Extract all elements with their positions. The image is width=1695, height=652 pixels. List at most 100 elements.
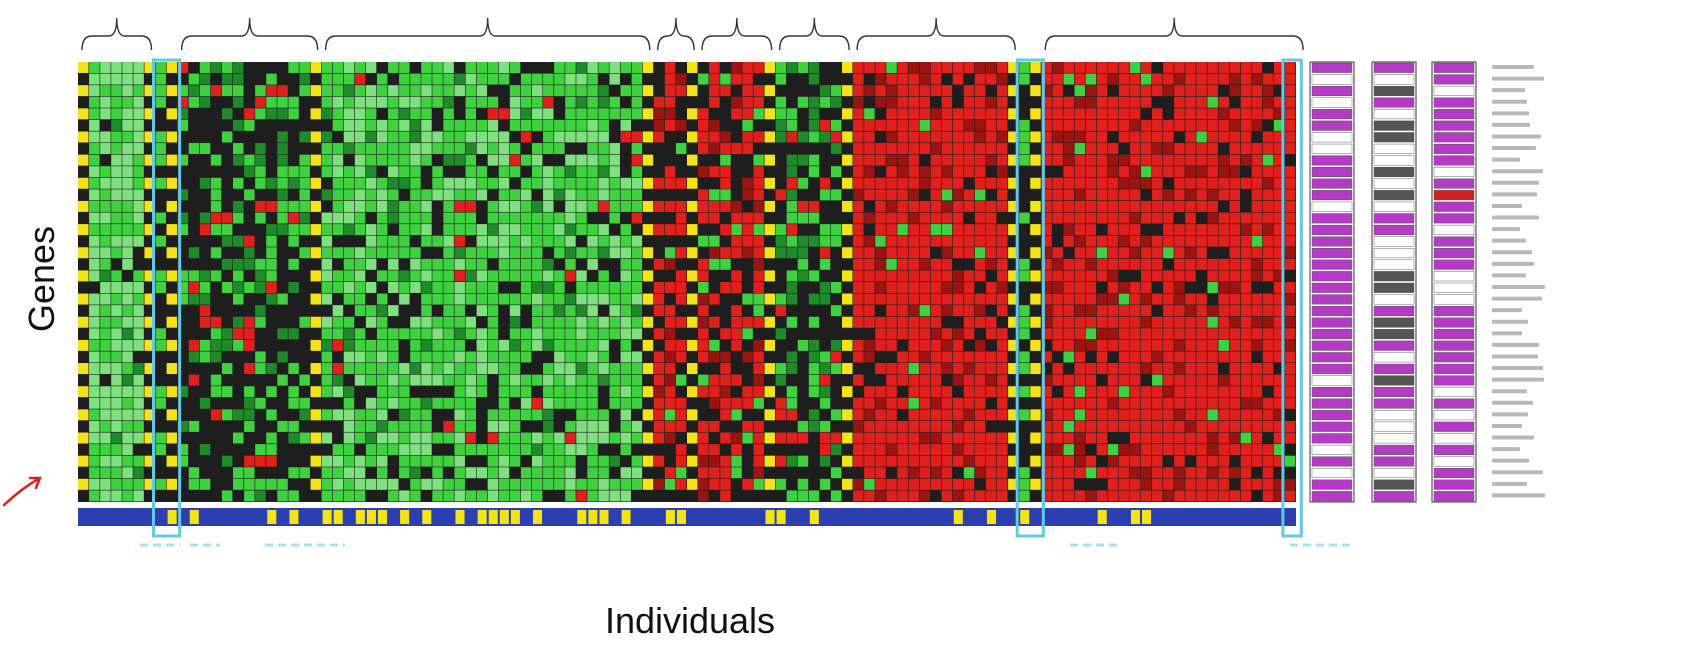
heatmap-cell: [1096, 189, 1108, 201]
heatmap-cell: [952, 108, 964, 120]
heatmap-cell: [122, 131, 133, 143]
heatmap-cell: [520, 62, 532, 73]
heatmap-cell: [520, 420, 532, 432]
heatmap-cell: [310, 444, 321, 456]
heatmap-cell: [653, 363, 665, 375]
heatmap-cell: [244, 235, 255, 247]
heatmap-cell: [565, 432, 576, 444]
heatmap-cell: [1229, 282, 1241, 293]
heatmap-cell: [620, 224, 632, 236]
heatmap-cell: [886, 351, 897, 363]
heatmap-cell: [587, 305, 598, 317]
heatmap-cell: [587, 224, 598, 236]
heatmap-grid: [78, 62, 1296, 502]
heatmap-cell: [952, 386, 964, 398]
heatmap-cell: [1273, 119, 1285, 131]
heatmap-cell: [797, 420, 809, 432]
heatmap-cell: [1284, 397, 1296, 409]
heatmap-cell: [687, 409, 698, 421]
heatmap-cell: [720, 235, 731, 247]
heatmap-cell: [399, 73, 410, 85]
heatmap-cell: [819, 409, 831, 421]
heatmap-cell: [1041, 235, 1052, 247]
heatmap-cell: [941, 409, 953, 421]
heatmap-cell: [1096, 293, 1108, 305]
heatmap-cell: [89, 85, 100, 97]
heatmap-cell: [221, 420, 233, 432]
heatmap-cell: [930, 73, 942, 85]
heatmap-cell: [698, 96, 709, 108]
heatmap-cell: [188, 108, 200, 120]
heatmap-cell: [974, 62, 986, 73]
heatmap-cell: [498, 62, 510, 73]
heatmap-cell: [764, 247, 775, 259]
heatmap-cell: [963, 108, 975, 120]
heatmap-cell: [365, 108, 377, 120]
highlight-box: [152, 58, 182, 538]
heatmap-cell: [1140, 247, 1152, 259]
heatmap-cell: [908, 374, 919, 386]
heatmap-cell: [1030, 108, 1041, 120]
heatmap-cell: [1163, 305, 1174, 317]
heatmap-cell: [1063, 85, 1074, 97]
heatmap-cell: [1118, 363, 1130, 375]
heatmap-cell: [1085, 305, 1097, 317]
heatmap-cell: [576, 374, 587, 386]
side-annotation-cell: [1433, 352, 1475, 363]
heatmap-cell: [410, 212, 421, 224]
heatmap-cell: [443, 189, 454, 201]
heatmap-cell: [764, 432, 775, 444]
heatmap-cell: [133, 189, 144, 201]
heatmap-cell: [199, 119, 211, 131]
heatmap-cell: [376, 131, 388, 143]
heatmap-cell: [1174, 490, 1185, 502]
annotation-cell-yellow: [577, 510, 587, 524]
heatmap-cell: [952, 85, 964, 97]
heatmap-cell: [266, 166, 277, 178]
heatmap-cell: [919, 177, 930, 189]
heatmap-cell: [188, 143, 200, 155]
heatmap-cell: [476, 328, 488, 340]
heatmap-cell: [498, 374, 510, 386]
heatmap-cell: [299, 131, 310, 143]
heatmap-cell: [1063, 490, 1074, 502]
heatmap-cell: [166, 374, 178, 386]
heatmap-cell: [919, 85, 930, 97]
heatmap-cell: [952, 143, 964, 155]
heatmap-cell: [1196, 467, 1207, 479]
heatmap-cell: [1074, 166, 1086, 178]
heatmap-cell: [653, 96, 665, 108]
heatmap-cell: [465, 351, 477, 363]
heatmap-cell: [753, 224, 764, 236]
heatmap-cell: [1229, 293, 1241, 305]
heatmap-cell: [1140, 96, 1152, 108]
heatmap-cell: [177, 363, 189, 375]
side-annotation-cell: [1311, 155, 1353, 166]
heatmap-cell: [963, 374, 975, 386]
heatmap-cell: [1140, 166, 1152, 178]
heatmap-cell: [886, 166, 897, 178]
cluster-brace: [81, 17, 153, 51]
heatmap-cell: [244, 131, 255, 143]
heatmap-cell: [1262, 420, 1274, 432]
heatmap-cell: [1196, 258, 1207, 270]
heatmap-cell: [210, 131, 222, 143]
heatmap-cell: [631, 397, 643, 409]
heatmap-cell: [830, 386, 842, 398]
heatmap-cell: [1196, 200, 1207, 212]
heatmap-cell: [1129, 258, 1141, 270]
heatmap-cell: [1262, 397, 1274, 409]
heatmap-cell: [277, 85, 288, 97]
heatmap-cell: [941, 374, 953, 386]
heatmap-cell: [233, 444, 244, 456]
heatmap-cell: [1251, 444, 1263, 456]
heatmap-cell: [421, 339, 432, 351]
heatmap-cell: [1152, 224, 1163, 236]
heatmap-cell: [543, 108, 554, 120]
heatmap-cell: [664, 363, 676, 375]
heatmap-cell: [188, 177, 200, 189]
heatmap-cell: [410, 62, 421, 73]
heatmap-cell: [1229, 478, 1241, 490]
heatmap-cell: [133, 224, 144, 236]
heatmap-cell: [642, 96, 654, 108]
